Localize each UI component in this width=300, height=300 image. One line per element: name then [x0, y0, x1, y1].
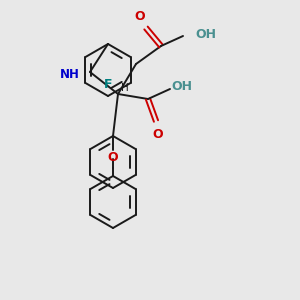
Text: NH: NH — [60, 68, 80, 80]
Text: F: F — [104, 78, 112, 91]
Text: H: H — [121, 83, 129, 93]
Text: O: O — [108, 151, 118, 164]
Text: O: O — [153, 128, 163, 141]
Text: OH: OH — [195, 28, 216, 40]
Text: OH: OH — [172, 80, 193, 94]
Text: O: O — [135, 10, 145, 23]
